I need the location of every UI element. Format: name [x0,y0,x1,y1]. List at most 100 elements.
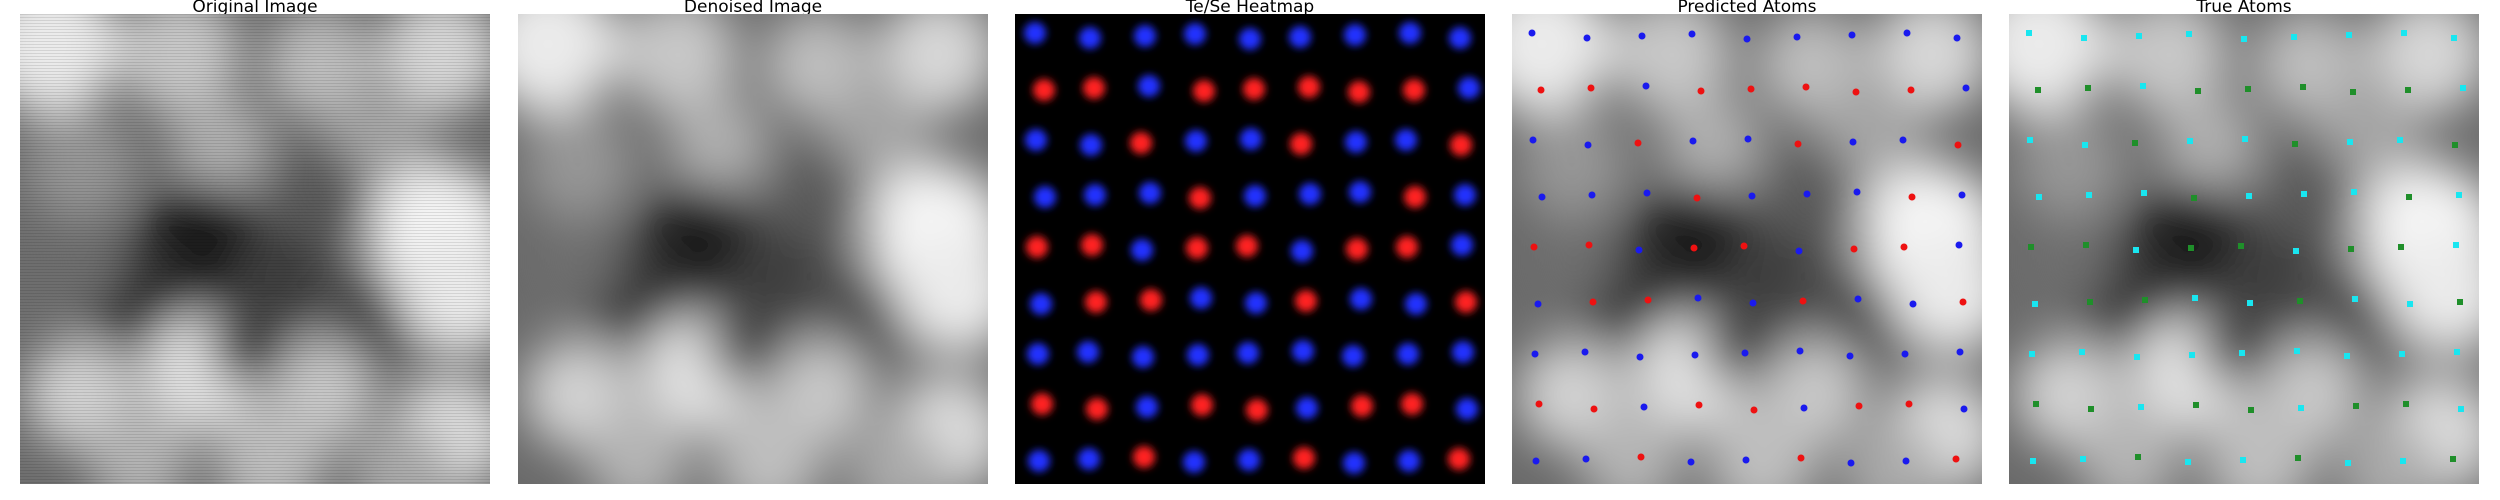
predicted-atom-marker [1589,298,1597,306]
predicted-atom-marker [1749,299,1757,307]
heatmap-spot [1404,186,1426,208]
heatmap-spot [1080,134,1102,156]
true-atom-marker [2192,295,2198,301]
true-atom-marker [2141,190,2147,196]
true-atom-marker [2029,351,2035,357]
predicted-atom-marker [1909,300,1917,308]
heatmap-spot [1133,446,1155,468]
true-atom-marker [2345,460,2351,466]
true-atom-marker [2405,87,2411,93]
heatmap-spot [1295,290,1317,312]
true-atom-marker [2450,456,2456,462]
heatmap-spot [1083,77,1105,99]
heatmap-spot [1454,184,1476,206]
predicted-atom-marker [1638,32,1646,40]
predicted-atom-marker [1797,454,1805,462]
predicted-atom-marker [1958,191,1966,199]
true-atom-marker [2026,30,2032,36]
heatmap-spot [1396,236,1418,258]
true-atom-marker [2403,401,2409,407]
predicted-atom-marker [1590,405,1598,413]
predicted-atom-marker [1744,135,1752,143]
heatmap-spot [1028,450,1050,472]
heatmap-spot [1405,293,1427,315]
predicted-atom-marker [1750,406,1758,414]
true-atom-marker [2453,242,2459,248]
heatmap-spot [1240,128,1262,150]
heatmap-spot [1398,450,1420,472]
heatmap-spot [1455,291,1477,313]
heatmap-spot [1449,27,1471,49]
predicted-atoms-plot [1512,14,1982,484]
heatmap-spot [1351,395,1373,417]
true-atom-marker [2347,139,2353,145]
predicted-atom-marker [1903,29,1911,37]
denoised-image [518,14,988,484]
heatmap-spot [1025,129,1047,151]
predicted-atom-marker [1899,136,1907,144]
true-atoms-plot [2009,14,2479,484]
true-atom-marker [2451,35,2457,41]
panel-true-atoms: True Atoms [2009,0,2479,484]
true-atom-marker [2456,192,2462,198]
predicted-atom-marker [1534,300,1542,308]
heatmap-spot [1395,129,1417,151]
predicted-atom-marker [1634,139,1642,147]
predicted-atom-marker [1960,405,1968,413]
predicted-atom-marker [1742,456,1750,464]
heatmap-spot [1349,181,1371,203]
predicted-atom-marker [1643,189,1651,197]
predicted-atom-marker [1852,88,1860,96]
true-atom-marker [2086,192,2092,198]
heatmap-spot [1131,239,1153,261]
predicted-atom-marker [1690,244,1698,252]
heatmap-spot [1296,397,1318,419]
true-atom-marker [2407,301,2413,307]
heatmap-spot [1403,79,1425,101]
predicted-atom-marker [1802,83,1810,91]
true-atom-marker [2085,85,2091,91]
true-atom-marker [2133,247,2139,253]
predicted-atom-marker [1695,401,1703,409]
heatmap-spot [1078,448,1100,470]
panel-predicted-atoms: Predicted Atoms [1512,0,1982,484]
heatmap-spot [1238,449,1260,471]
true-atom-marker [2245,86,2251,92]
predicted-atom-marker [1535,400,1543,408]
heatmap-spot [1084,184,1106,206]
predicted-atom-marker [1956,348,1964,356]
heatmap-spot [1298,76,1320,98]
true-atom-marker [2135,454,2141,460]
heatmap-spot [1239,28,1261,50]
predicted-atom-marker [1907,86,1915,94]
heatmap-spot [1397,343,1419,365]
true-atom-marker [2346,32,2352,38]
heatmap-spot [1244,185,1266,207]
heatmap-spot [1452,341,1474,363]
predicted-atom-marker [1585,241,1593,249]
predicted-atom-marker [1688,30,1696,38]
predicted-atom-marker [1796,347,1804,355]
predicted-atom-marker [1952,455,1960,463]
heatmap-spot [1291,240,1313,262]
true-atom-marker [2186,31,2192,37]
panel-title: Denoised Image [683,0,823,17]
predicted-atom-marker [1740,242,1748,250]
true-atom-marker [2291,34,2297,40]
predicted-atom-marker [1846,352,1854,360]
predicted-atom-marker [1849,138,1857,146]
heatmap-spot [1292,340,1314,362]
true-atom-marker [2401,30,2407,36]
predicted-atom-marker [1538,193,1546,201]
heatmap-spot [1290,133,1312,155]
predicted-atom-marker [1584,141,1592,149]
true-atom-marker [2397,137,2403,143]
true-atom-marker [2458,406,2464,412]
true-atom-marker [2398,244,2404,250]
true-atom-marker [2351,189,2357,195]
heatmap-spot [1342,345,1364,367]
predicted-atom-marker [1642,82,1650,90]
heatmap-spot [1140,289,1162,311]
original-image [20,14,490,484]
predicted-atom-marker [1741,349,1749,357]
